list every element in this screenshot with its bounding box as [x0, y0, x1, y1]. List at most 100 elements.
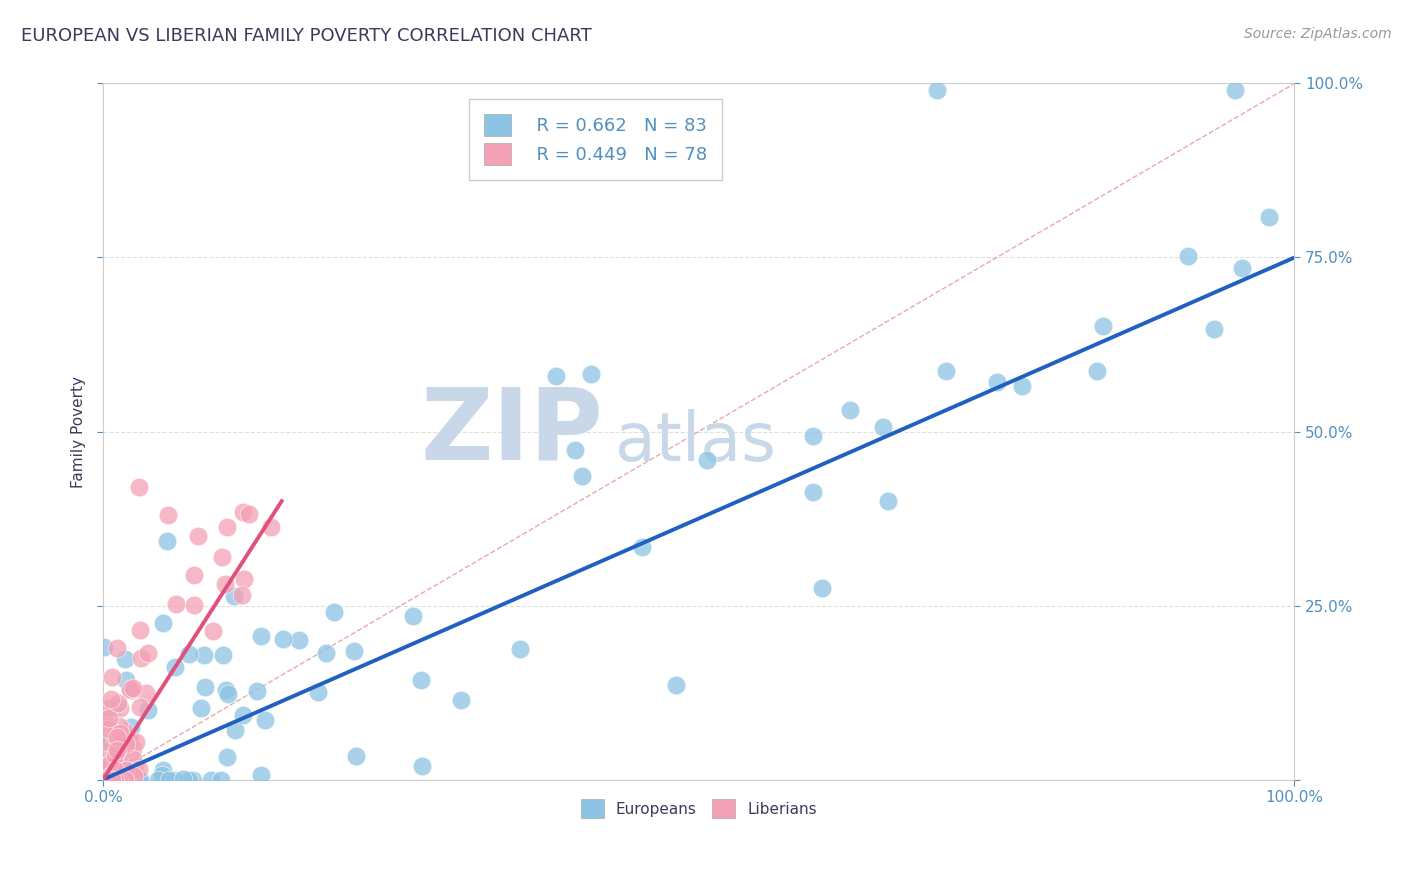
Point	[411, 759, 433, 773]
Point	[110, 772, 132, 787]
Point	[108, 772, 131, 787]
Point	[157, 772, 180, 787]
Text: Source: ZipAtlas.com: Source: ZipAtlas.com	[1244, 27, 1392, 41]
Point	[97, 701, 120, 715]
Point	[114, 652, 136, 666]
Point	[250, 629, 273, 643]
Point	[509, 641, 531, 656]
Text: ZIP: ZIP	[420, 383, 603, 480]
Point	[104, 726, 127, 740]
Point	[322, 605, 344, 619]
Point	[93, 772, 115, 787]
Point	[183, 568, 205, 582]
Point	[450, 692, 472, 706]
Point	[877, 494, 900, 508]
Point	[115, 737, 138, 751]
Point	[107, 772, 129, 787]
Point	[101, 772, 124, 787]
Point	[411, 673, 433, 687]
Point	[665, 678, 688, 692]
Point	[98, 723, 121, 737]
Point	[115, 673, 138, 688]
Point	[124, 758, 146, 772]
Point	[120, 720, 142, 734]
Point	[129, 651, 152, 665]
Point	[181, 772, 204, 787]
Point	[146, 772, 169, 787]
Point	[136, 646, 159, 660]
Point	[115, 772, 138, 787]
Point	[579, 367, 602, 381]
Point	[231, 588, 253, 602]
Point	[232, 572, 254, 586]
Point	[118, 733, 141, 747]
Point	[94, 772, 117, 787]
Point	[343, 644, 366, 658]
Point	[194, 680, 217, 694]
Point	[1202, 322, 1225, 336]
Point	[1092, 318, 1115, 333]
Point	[209, 772, 232, 787]
Point	[112, 724, 135, 739]
Point	[121, 742, 143, 756]
Point	[105, 641, 128, 656]
Point	[128, 772, 150, 787]
Point	[1223, 83, 1246, 97]
Point	[214, 683, 236, 698]
Point	[97, 731, 120, 745]
Point	[114, 772, 136, 787]
Point	[107, 755, 129, 769]
Point	[111, 761, 134, 775]
Point	[157, 508, 180, 522]
Point	[564, 442, 586, 457]
Point	[129, 772, 152, 787]
Point	[108, 726, 131, 740]
Point	[98, 758, 121, 772]
Point	[179, 772, 201, 787]
Point	[101, 772, 124, 787]
Point	[93, 772, 115, 787]
Point	[98, 711, 121, 725]
Point	[231, 708, 253, 723]
Point	[152, 616, 174, 631]
Point	[202, 624, 225, 638]
Point	[245, 684, 267, 698]
Point	[93, 763, 115, 777]
Point	[200, 772, 222, 787]
Point	[101, 772, 124, 787]
Point	[925, 83, 948, 97]
Point	[124, 735, 146, 749]
Point	[224, 589, 246, 603]
Point	[250, 768, 273, 782]
Point	[122, 681, 145, 695]
Point	[115, 764, 138, 778]
Point	[696, 453, 718, 467]
Point	[136, 703, 159, 717]
Point	[307, 684, 329, 698]
Text: atlas: atlas	[616, 409, 776, 475]
Point	[128, 480, 150, 494]
Point	[214, 577, 236, 591]
Point	[107, 772, 129, 787]
Point	[163, 772, 186, 787]
Point	[94, 772, 117, 787]
Text: EUROPEAN VS LIBERIAN FAMILY POVERTY CORRELATION CHART: EUROPEAN VS LIBERIAN FAMILY POVERTY CORR…	[21, 27, 592, 45]
Point	[118, 682, 141, 697]
Point	[838, 402, 860, 417]
Point	[124, 769, 146, 783]
Point	[105, 743, 128, 757]
Point	[120, 682, 142, 697]
Point	[114, 771, 136, 785]
Point	[111, 772, 134, 787]
Point	[93, 640, 115, 655]
Point	[104, 764, 127, 778]
Point	[571, 468, 593, 483]
Point	[105, 772, 128, 787]
Point	[129, 699, 152, 714]
Point	[271, 632, 294, 647]
Point	[172, 772, 194, 787]
Legend: Europeans, Liberians: Europeans, Liberians	[575, 793, 823, 824]
Point	[546, 368, 568, 383]
Point	[103, 700, 125, 714]
Point	[179, 648, 201, 662]
